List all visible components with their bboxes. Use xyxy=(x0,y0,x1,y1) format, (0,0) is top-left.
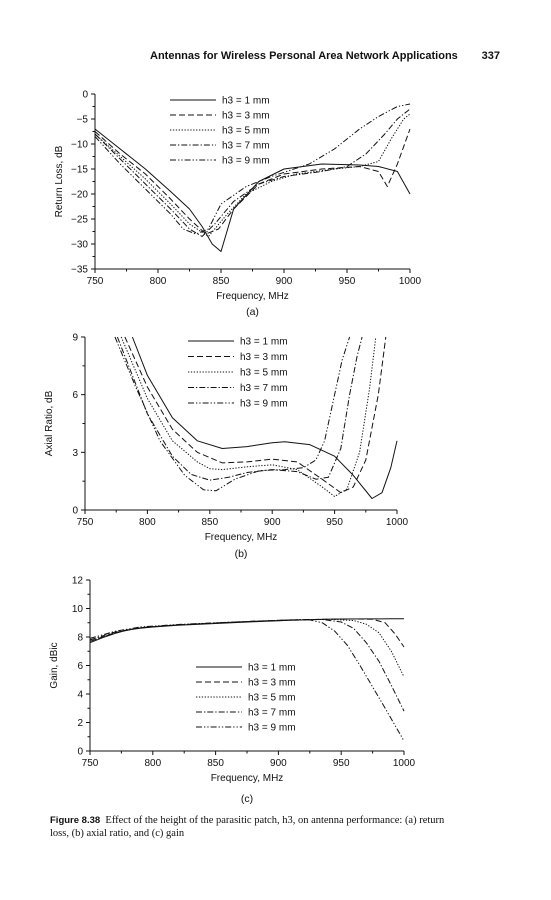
y-tick-label: −30 xyxy=(71,240,88,251)
caption-text: Effect of the height of the parasitic pa… xyxy=(50,815,445,839)
legend-entry-1: h3 = 1 mm xyxy=(248,663,296,674)
x-axis-label: Frequency, MHz xyxy=(211,773,284,784)
legend-entry-2: h3 = 3 mm xyxy=(222,111,270,122)
y-tick-label: −10 xyxy=(71,140,88,151)
y-tick-label: 2 xyxy=(77,718,83,729)
series-line-5 xyxy=(89,619,405,742)
x-tick-label: 800 xyxy=(150,276,167,287)
legend-entry-4: h3 = 7 mm xyxy=(240,383,288,394)
series-line-5 xyxy=(114,336,351,492)
x-tick-label: 900 xyxy=(270,758,287,769)
legend-entry-3: h3 = 5 mm xyxy=(248,693,296,704)
y-axis-label: Axial Ratio, dB xyxy=(44,390,55,456)
chart-panel-c: 750 800 850 900 950 1000 0 2 4 6 8 10 12 Frequency, M… xyxy=(49,576,416,806)
legend-entry-1: h3 = 1 mm xyxy=(222,96,270,107)
x-tick-label: 950 xyxy=(333,758,350,769)
x-tick-label: 1000 xyxy=(386,517,409,528)
y-tick-label: −25 xyxy=(71,215,88,226)
x-tick-label: 850 xyxy=(207,758,224,769)
legend-entry-3: h3 = 5 mm xyxy=(222,126,270,137)
series-line-3 xyxy=(89,618,405,678)
y-tick-label: −35 xyxy=(71,265,88,276)
panel-label: (b) xyxy=(235,548,248,560)
legend-entry-3: h3 = 5 mm xyxy=(240,368,288,379)
x-tick-label: 750 xyxy=(87,276,104,287)
y-tick-label: −20 xyxy=(71,190,88,201)
y-tick-label: 9 xyxy=(72,333,78,344)
series-line-5 xyxy=(94,103,411,235)
running-title: Antennas for Wireless Personal Area Netw… xyxy=(150,50,458,62)
legend-entry-2: h3 = 3 mm xyxy=(248,678,296,689)
series-line-2 xyxy=(124,336,387,494)
y-tick-label: 0 xyxy=(77,747,83,758)
legend-entry-1: h3 = 1 mm xyxy=(240,337,288,348)
x-axis-label: Frequency, MHz xyxy=(216,291,289,302)
legend-entry-4: h3 = 7 mm xyxy=(248,708,296,719)
y-tick-label: 3 xyxy=(72,448,78,459)
y-tick-label: 6 xyxy=(77,661,83,672)
y-tick-label: 4 xyxy=(77,690,83,701)
x-tick-label: 950 xyxy=(326,517,343,528)
panel-label: (a) xyxy=(246,306,259,318)
y-tick-label: 8 xyxy=(77,633,83,644)
page-number: 337 xyxy=(481,50,500,62)
panel-label: (c) xyxy=(241,793,253,805)
x-tick-label: 950 xyxy=(339,276,356,287)
y-tick-label: 12 xyxy=(72,576,84,587)
legend-entry-2: h3 = 3 mm xyxy=(240,352,288,363)
figure-caption: Figure 8.38 Effect of the height of the … xyxy=(50,814,450,840)
x-tick-label: 800 xyxy=(144,758,161,769)
series-line-1 xyxy=(131,336,398,499)
x-tick-label: 750 xyxy=(77,517,94,528)
running-head: Antennas for Wireless Personal Area Netw… xyxy=(150,50,500,62)
series-line-3 xyxy=(120,336,377,497)
figure-charts: 750 800 850 900 950 10000−5−10−15−20−25−30−35… xyxy=(44,90,422,806)
legend-entry-5: h3 = 9 mm xyxy=(248,723,296,734)
chart-panel-a: 750 800 850 900 950 1000 0 −5 −10 −15 −20 −25 −30 −35… xyxy=(54,90,422,319)
series-line-2 xyxy=(89,618,405,648)
x-tick-label: 800 xyxy=(139,517,156,528)
legend-entry-5: h3 = 9 mm xyxy=(240,399,288,410)
y-tick-label: −5 xyxy=(77,115,89,126)
y-axis-label: Gain, dBic xyxy=(49,642,60,688)
chart-panel-b: 750 800 850 900 950 1000 0 3 6 9 Frequency, MHz Axi… xyxy=(44,333,409,561)
x-tick-label: 750 xyxy=(82,758,99,769)
caption-label: Figure 8.38 xyxy=(50,815,101,826)
series-line-4 xyxy=(89,619,405,712)
x-tick-label: 850 xyxy=(213,276,230,287)
series-line-1 xyxy=(89,618,404,644)
y-tick-label: 10 xyxy=(72,604,84,615)
x-tick-label: 1000 xyxy=(399,276,422,287)
series-line-4 xyxy=(94,108,411,237)
series-line-3 xyxy=(94,113,411,237)
x-tick-label: 900 xyxy=(276,276,293,287)
series-line-1 xyxy=(94,128,411,252)
legend-entry-5: h3 = 9 mm xyxy=(222,156,270,167)
x-tick-label: 900 xyxy=(264,517,281,528)
y-axis-label: Return Loss, dB xyxy=(54,145,65,217)
y-tick-label: 0 xyxy=(82,90,88,101)
x-tick-label: 1000 xyxy=(393,758,416,769)
y-tick-label: 0 xyxy=(72,506,78,517)
x-axis-label: Frequency, MHz xyxy=(205,532,278,543)
x-tick-label: 850 xyxy=(201,517,218,528)
y-tick-label: 6 xyxy=(72,390,78,401)
legend-entry-4: h3 = 7 mm xyxy=(222,141,270,152)
y-tick-label: −15 xyxy=(71,165,88,176)
series-line-2 xyxy=(94,128,411,235)
